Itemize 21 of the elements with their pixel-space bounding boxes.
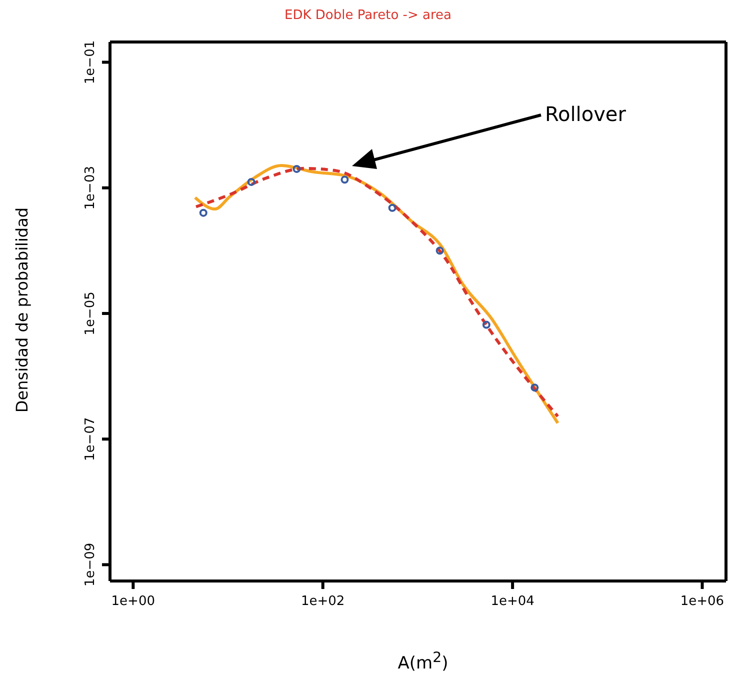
y-tick-label: 1e−01 xyxy=(83,40,98,84)
point xyxy=(436,246,444,255)
x-axis-title: A(m$^{2}$) xyxy=(396,650,450,674)
y-tick-label: 1e−09 xyxy=(83,542,98,587)
annotation: Rollover xyxy=(545,102,626,126)
x-tick-label: 1e+00 xyxy=(111,594,156,609)
point xyxy=(340,176,349,184)
point xyxy=(530,384,539,392)
y-tick-label: 1e−03 xyxy=(83,166,98,210)
point xyxy=(292,164,301,173)
x-tick-label: 1e+06 xyxy=(680,594,724,609)
chart-title: EDK Doble Pareto -> area xyxy=(283,8,452,23)
y-tick-label: 1e−07 xyxy=(83,417,98,461)
point xyxy=(247,178,256,186)
point xyxy=(388,204,396,212)
y-tick-label: 1e−05 xyxy=(83,292,98,336)
y-axis-title: Densidad de probabilidad xyxy=(12,207,32,413)
x-tick-label: 1e+02 xyxy=(300,594,345,609)
point xyxy=(482,320,490,329)
x-tick-label: 1e+04 xyxy=(490,594,534,609)
point xyxy=(199,208,208,217)
